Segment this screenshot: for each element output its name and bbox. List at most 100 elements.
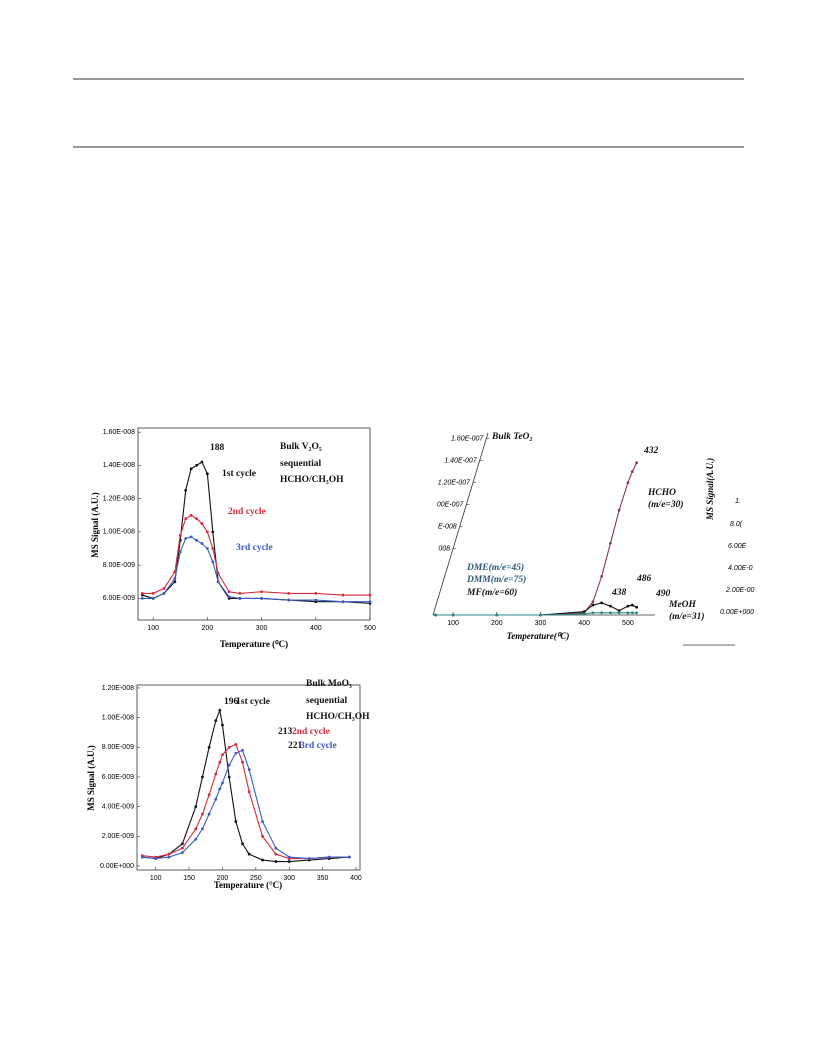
- series-label: 1st cycle: [222, 469, 256, 479]
- y-tick-label: E-008: [438, 524, 457, 531]
- data-point: [314, 592, 318, 595]
- data-point: [194, 827, 198, 831]
- data-point: [227, 763, 231, 767]
- data-point: [211, 560, 215, 564]
- annotation: 486: [636, 574, 652, 584]
- data-point: [626, 481, 630, 485]
- data-point: [241, 842, 244, 846]
- y-tick-label: 0.00E+000: [100, 863, 134, 870]
- y-tick-label: 1.20E-008: [102, 685, 134, 692]
- data-point: [247, 790, 251, 794]
- data-point: [626, 611, 630, 615]
- data-point: [234, 820, 238, 823]
- data-point: [227, 775, 231, 779]
- data-point: [617, 508, 621, 512]
- data-point: [451, 613, 455, 617]
- data-point: [184, 517, 188, 520]
- x-axis-label: Temperature (⁰C): [220, 639, 288, 649]
- y-tick-label: 1.00E-008: [103, 529, 135, 536]
- data-point: [591, 603, 595, 607]
- plot-frame: [136, 684, 361, 871]
- data-point: [260, 596, 263, 600]
- y-tick-label: 008: [438, 546, 450, 553]
- data-point: [151, 592, 155, 595]
- data-point: [205, 472, 209, 476]
- data-point: [221, 723, 224, 727]
- data-point: [200, 522, 204, 525]
- data-point: [261, 820, 264, 823]
- data-point: [287, 598, 291, 602]
- side-fragment: 8.0(: [730, 521, 743, 528]
- data-point: [162, 587, 166, 590]
- annotation: sequential: [280, 459, 322, 469]
- data-point: [173, 580, 177, 584]
- data-point: [261, 858, 264, 862]
- data-point: [630, 470, 634, 474]
- plot-frame: [137, 427, 371, 621]
- data-point: [609, 611, 612, 615]
- data-point: [221, 753, 224, 757]
- annotation: 432: [643, 446, 659, 456]
- y-axis-label: MS Signal (A.U.): [86, 745, 96, 811]
- x-tick-label: 500: [364, 625, 376, 632]
- data-point: [238, 592, 242, 595]
- x-tick-label: 150: [183, 875, 195, 882]
- data-point: [274, 860, 278, 863]
- y-tick-label: 1.60E-008: [103, 429, 135, 436]
- data-point: [635, 611, 639, 615]
- data-point: [238, 596, 242, 600]
- data-point: [195, 538, 198, 542]
- data-point: [178, 550, 182, 554]
- data-point: [207, 745, 211, 749]
- data-point: [216, 580, 220, 584]
- x-tick-label: 300: [535, 620, 547, 627]
- x-tick-label: 300: [283, 875, 295, 882]
- annotation: Bulk V₂O₅: [280, 442, 322, 452]
- annotation: Bulk MoO₃: [306, 679, 352, 689]
- data-point: [260, 590, 263, 594]
- data-point: [178, 533, 182, 537]
- data-point: [201, 775, 204, 779]
- annotation: (m/e=30): [648, 499, 684, 510]
- data-point: [227, 595, 231, 599]
- data-point: [609, 541, 612, 545]
- data-point: [200, 542, 204, 545]
- annotation: 438: [611, 588, 627, 598]
- data-point: [241, 760, 244, 764]
- data-point: [200, 460, 204, 464]
- annotation: HCHO/CH₃OH: [306, 712, 370, 722]
- data-point: [214, 772, 218, 776]
- data-point: [214, 719, 218, 723]
- x-tick-label: 400: [578, 620, 590, 627]
- data-point: [368, 600, 372, 604]
- y-tick-label: 2.00E-009: [102, 833, 134, 840]
- data-point: [617, 611, 621, 615]
- data-point: [626, 604, 630, 608]
- data-point: [247, 852, 251, 856]
- data-point: [207, 812, 211, 816]
- data-point: [218, 760, 222, 764]
- x-axis-label: Temperature(⁰C): [507, 631, 570, 641]
- data-point: [181, 851, 184, 855]
- annotation: MeOH: [668, 600, 697, 610]
- y-tick-label: 1.40E-008: [103, 462, 135, 469]
- data-point: [216, 572, 220, 575]
- data-point: [227, 745, 231, 749]
- y-tick-label: 8.00E-009: [102, 744, 134, 751]
- y-tick-label: 00E-007: [437, 502, 465, 509]
- x-tick-label: 200: [217, 875, 229, 882]
- data-point: [261, 834, 264, 838]
- annotation: 188: [210, 443, 225, 453]
- data-point: [247, 768, 251, 771]
- data-point: [609, 604, 612, 608]
- data-point: [140, 596, 144, 600]
- x-tick-label: 100: [150, 875, 162, 882]
- data-point: [434, 613, 438, 617]
- data-point: [600, 574, 604, 578]
- data-point: [341, 593, 345, 597]
- annotation: MF(m/e=60): [466, 587, 517, 598]
- data-point: [591, 600, 595, 604]
- annotation: 490: [655, 589, 671, 599]
- data-point: [201, 812, 204, 816]
- data-point: [600, 601, 604, 605]
